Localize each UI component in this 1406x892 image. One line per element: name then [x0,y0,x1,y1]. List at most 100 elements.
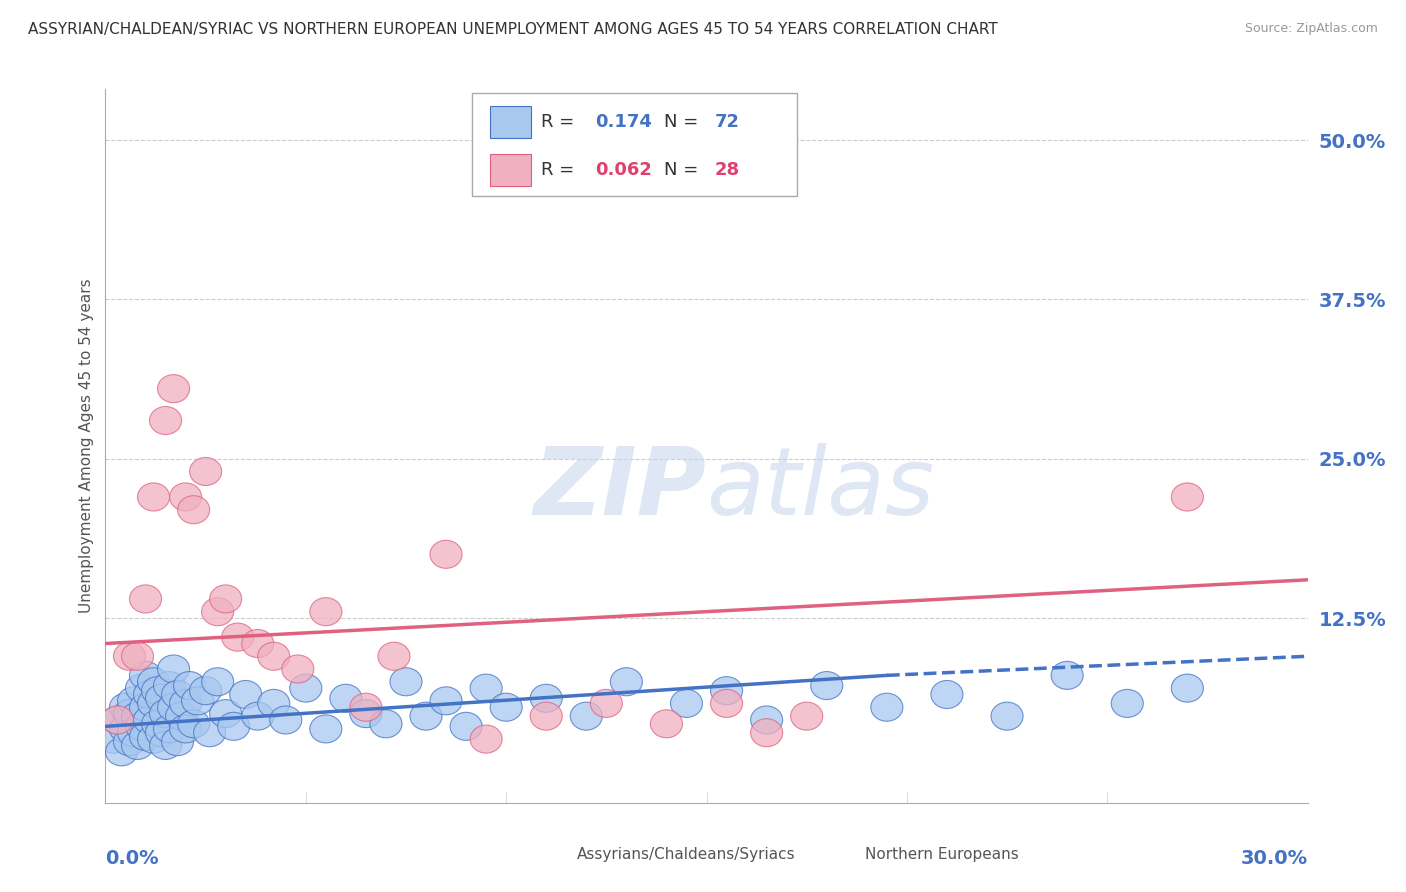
Text: 72: 72 [714,113,740,131]
Ellipse shape [281,655,314,683]
Ellipse shape [450,713,482,740]
Ellipse shape [157,693,190,722]
Ellipse shape [811,672,842,699]
Ellipse shape [710,690,742,717]
Ellipse shape [149,699,181,728]
Ellipse shape [257,642,290,670]
Ellipse shape [121,702,153,731]
Ellipse shape [138,725,170,753]
Ellipse shape [1111,690,1143,717]
Ellipse shape [378,642,411,670]
Text: 28: 28 [714,161,740,179]
Ellipse shape [173,672,205,699]
Ellipse shape [242,630,274,657]
Ellipse shape [201,668,233,696]
Text: ZIP: ZIP [534,442,707,535]
Ellipse shape [157,375,190,402]
Ellipse shape [671,690,703,717]
Ellipse shape [218,713,250,740]
Ellipse shape [222,624,253,651]
FancyBboxPatch shape [536,840,571,869]
Ellipse shape [591,690,623,717]
Ellipse shape [153,672,186,699]
Ellipse shape [114,699,146,728]
Ellipse shape [209,585,242,613]
Ellipse shape [129,693,162,722]
Ellipse shape [129,661,162,690]
Text: 0.0%: 0.0% [105,849,159,868]
FancyBboxPatch shape [472,93,797,196]
Ellipse shape [350,699,382,728]
Ellipse shape [201,598,233,625]
Text: 0.062: 0.062 [595,161,651,179]
Ellipse shape [751,719,783,747]
Ellipse shape [209,699,242,728]
Ellipse shape [125,674,157,702]
Ellipse shape [242,702,274,731]
Ellipse shape [290,674,322,702]
Ellipse shape [1171,674,1204,702]
Text: Northern Europeans: Northern Europeans [865,847,1019,862]
Ellipse shape [170,483,201,511]
Ellipse shape [710,677,742,705]
Ellipse shape [177,710,209,738]
Text: N =: N = [665,161,704,179]
Ellipse shape [118,719,149,747]
Ellipse shape [157,655,190,683]
Ellipse shape [190,677,222,705]
Text: Source: ZipAtlas.com: Source: ZipAtlas.com [1244,22,1378,36]
Ellipse shape [121,731,153,759]
Ellipse shape [134,681,166,708]
Y-axis label: Unemployment Among Ages 45 to 54 years: Unemployment Among Ages 45 to 54 years [79,278,94,614]
Ellipse shape [470,674,502,702]
Ellipse shape [105,738,138,766]
Ellipse shape [257,690,290,717]
Ellipse shape [309,598,342,625]
Ellipse shape [146,719,177,747]
Ellipse shape [134,706,166,734]
Ellipse shape [389,668,422,696]
Text: atlas: atlas [707,443,935,534]
Ellipse shape [370,710,402,738]
Ellipse shape [170,690,201,717]
Text: N =: N = [665,113,704,131]
Text: 0.174: 0.174 [595,113,651,131]
Ellipse shape [991,702,1024,731]
Ellipse shape [530,684,562,713]
Ellipse shape [411,702,441,731]
Ellipse shape [142,677,173,705]
Ellipse shape [149,731,181,759]
Ellipse shape [1052,661,1083,690]
Ellipse shape [651,710,682,738]
Ellipse shape [571,702,602,731]
Ellipse shape [125,713,157,740]
Ellipse shape [138,690,170,717]
Ellipse shape [870,693,903,722]
Ellipse shape [491,693,522,722]
Ellipse shape [138,483,170,511]
Text: R =: R = [541,113,579,131]
Text: ASSYRIAN/CHALDEAN/SYRIAC VS NORTHERN EUROPEAN UNEMPLOYMENT AMONG AGES 45 TO 54 Y: ASSYRIAN/CHALDEAN/SYRIAC VS NORTHERN EUR… [28,22,998,37]
Ellipse shape [181,687,214,714]
Ellipse shape [121,642,153,670]
Ellipse shape [110,714,142,743]
Ellipse shape [129,585,162,613]
Ellipse shape [146,684,177,713]
Ellipse shape [149,407,181,434]
Ellipse shape [101,706,134,734]
Ellipse shape [751,706,783,734]
Ellipse shape [162,728,194,756]
Ellipse shape [470,725,502,753]
Ellipse shape [194,719,225,747]
Ellipse shape [177,496,209,524]
Ellipse shape [162,681,194,708]
Ellipse shape [142,710,173,738]
Ellipse shape [118,687,149,714]
FancyBboxPatch shape [491,106,531,137]
Ellipse shape [170,714,201,743]
Ellipse shape [166,702,198,731]
Ellipse shape [114,642,146,670]
Ellipse shape [129,723,162,750]
Text: R =: R = [541,161,579,179]
FancyBboxPatch shape [491,154,531,186]
